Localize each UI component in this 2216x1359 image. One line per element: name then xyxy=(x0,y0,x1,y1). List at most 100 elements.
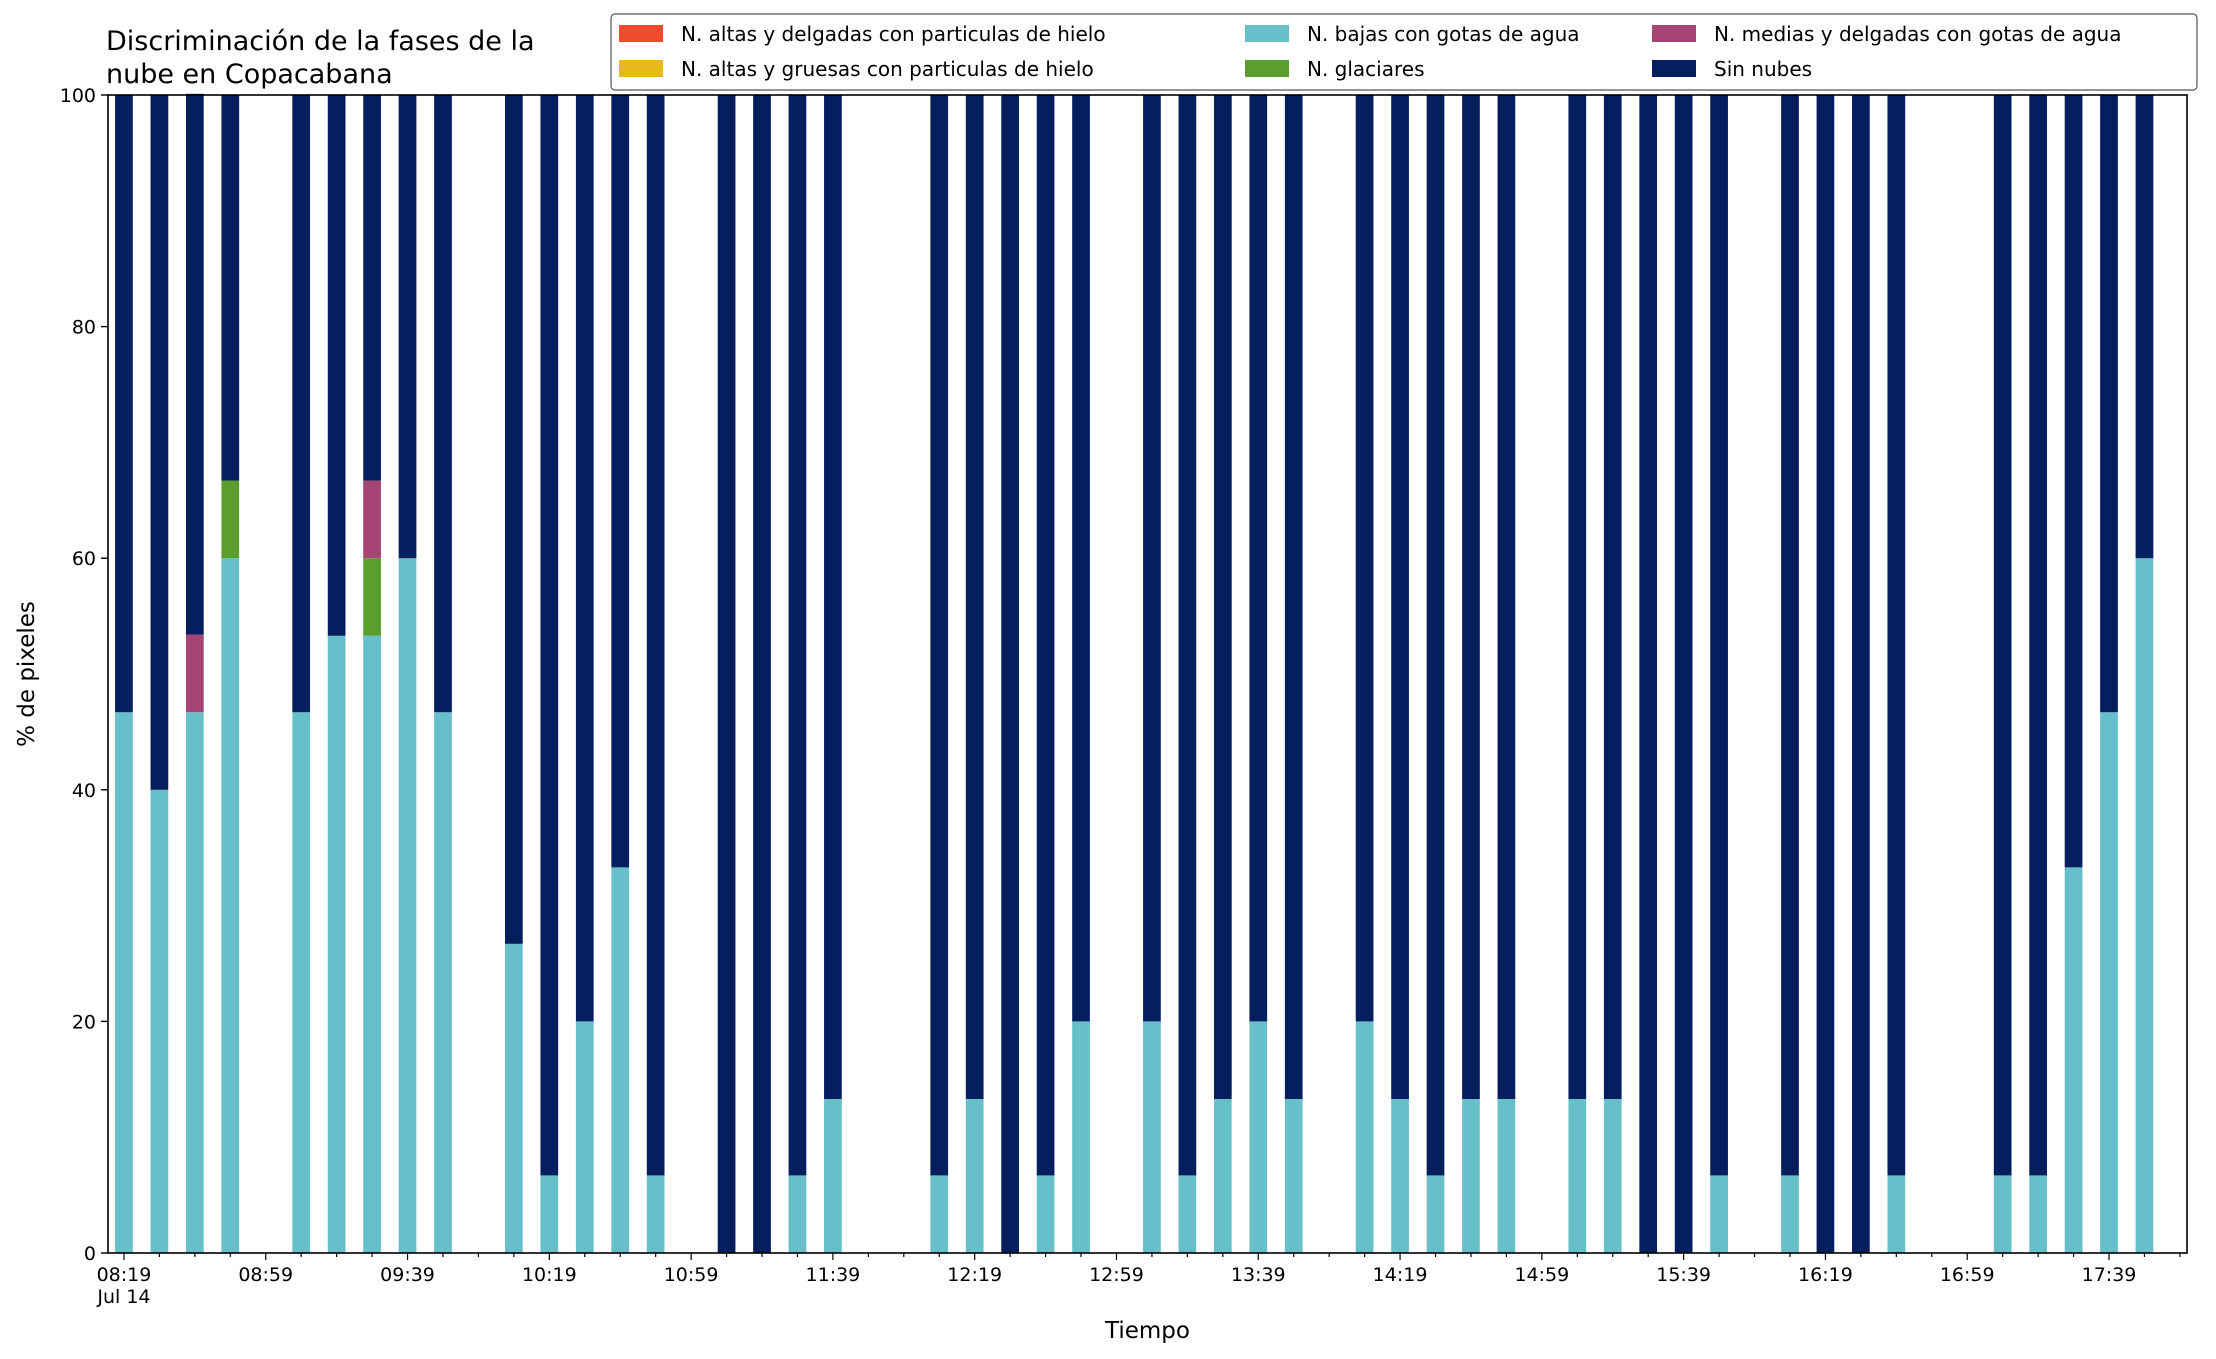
x-tick-label: 12:59 xyxy=(1089,1264,1144,1286)
y-tick-label: 80 xyxy=(72,317,96,339)
bar-segment-n-bajas-con-gotas-de-agua-1549 xyxy=(1710,1175,1728,1253)
bar-segment-n-bajas-con-gotas-de-agua-1209 xyxy=(930,1175,949,1253)
chart-title: Discriminación de la fases de la nube en … xyxy=(106,26,535,90)
y-tick-label: 100 xyxy=(60,85,96,107)
legend-label-n-glaciares: N. glaciares xyxy=(1307,57,1425,81)
x-tick-label: 14:59 xyxy=(1514,1264,1569,1286)
bar-segment-n-bajas-con-gotas-de-agua-1219 xyxy=(965,1098,984,1253)
bar-segment-n-bajas-con-gotas-de-agua-0909 xyxy=(292,712,311,1253)
bar-segment-n-bajas-con-gotas-de-agua-1349 xyxy=(1284,1098,1303,1253)
bar-segment-sin-nubes-1549 xyxy=(1710,95,1728,1176)
bar-segment-n-bajas-con-gotas-de-agua-0829 xyxy=(150,789,169,1253)
bar-segment-n-bajas-con-gotas-de-agua-1709 xyxy=(1993,1175,2012,1253)
bar-segment-sin-nubes-1419 xyxy=(1391,95,1409,1099)
legend-label-n-altas-y-gruesas-con-particulas-de-hielo: N. altas y gruesas con particulas de hie… xyxy=(681,57,1094,81)
y-tick-label: 40 xyxy=(72,780,96,802)
bar-segment-n-bajas-con-gotas-de-agua-1139 xyxy=(824,1098,842,1253)
y-tick-label: 20 xyxy=(72,1011,96,1033)
bar-segment-n-bajas-con-gotas-de-agua-1449 xyxy=(1497,1098,1516,1253)
bar-segment-sin-nubes-1639 xyxy=(1887,95,1906,1176)
bar-segment-n-bajas-con-gotas-de-agua-1749 xyxy=(2135,558,2154,1253)
bar-segment-sin-nubes-1529 xyxy=(1639,95,1658,1253)
bar-segment-sin-nubes-1329 xyxy=(1213,95,1232,1099)
bar-segment-n-bajas-con-gotas-de-agua-1519 xyxy=(1603,1098,1622,1253)
bar-segment-sin-nubes-1349 xyxy=(1284,95,1303,1099)
y-axis: 0 20 40 60 80 100 xyxy=(60,85,108,1265)
x-tick-label: 10:19 xyxy=(522,1264,577,1286)
x-axis-title: Tiempo xyxy=(1104,1318,1190,1344)
bar-segment-n-bajas-con-gotas-de-agua-1239 xyxy=(1036,1175,1055,1253)
bar-segment-sin-nubes-0929 xyxy=(363,95,381,481)
bar-segment-n-bajas-con-gotas-de-agua-0819 xyxy=(115,712,133,1253)
bar-segment-n-bajas-con-gotas-de-agua-0929 xyxy=(363,635,381,1253)
bar-segment-n-bajas-con-gotas-de-agua-1739 xyxy=(2100,712,2118,1253)
bar-segment-n-bajas-con-gotas-de-agua-1429 xyxy=(1426,1175,1445,1253)
bar-segment-n-bajas-con-gotas-de-agua-1409 xyxy=(1355,1021,1374,1253)
bar-segment-n-bajas-con-gotas-de-agua-1309 xyxy=(1143,1021,1161,1253)
x-tick-label: 09:39 xyxy=(380,1264,435,1286)
legend-swatch-n-bajas-con-gotas-de-agua xyxy=(1245,25,1289,42)
bar-segment-sin-nubes-1229 xyxy=(1001,95,1019,1253)
bar-segment-sin-nubes-1119 xyxy=(753,95,771,1253)
bar-segment-sin-nubes-1019 xyxy=(540,95,559,1176)
x-tick-label: 13:39 xyxy=(1231,1264,1286,1286)
bar-segment-sin-nubes-1249 xyxy=(1072,95,1090,1022)
bar-segment-sin-nubes-1519 xyxy=(1603,95,1622,1099)
bars-layer xyxy=(115,93,2154,1253)
bar-segment-n-bajas-con-gotas-de-agua-1419 xyxy=(1391,1098,1409,1253)
bar-segment-sin-nubes-1509 xyxy=(1568,95,1587,1099)
y-tick-label: 60 xyxy=(72,548,96,570)
bar-segment-sin-nubes-1039 xyxy=(611,95,630,868)
bar-segment-sin-nubes-0909 xyxy=(292,95,311,713)
x-tick-label: 08:59 xyxy=(238,1264,293,1286)
bar-segment-sin-nubes-1749 xyxy=(2135,95,2154,559)
bar-segment-sin-nubes-1619 xyxy=(1816,95,1835,1253)
bar-segment-sin-nubes-1209 xyxy=(930,95,949,1176)
x-date-label: Jul 14 xyxy=(96,1286,150,1308)
x-axis: 08:19 08:59 09:39 10:19 10:59 11:39 12:19 12:59… xyxy=(97,1253,2181,1286)
bar-segment-n-bajas-con-gotas-de-agua-0839 xyxy=(185,712,204,1253)
bar-segment-sin-nubes-1309 xyxy=(1143,95,1161,1022)
bar-segment-sin-nubes-1129 xyxy=(788,95,807,1176)
bar-segment-sin-nubes-1219 xyxy=(965,95,984,1099)
bar-segment-n-bajas-con-gotas-de-agua-1639 xyxy=(1887,1175,1906,1253)
bar-segment-sin-nubes-0949 xyxy=(434,95,452,713)
bar-segment-n-bajas-con-gotas-de-agua-1509 xyxy=(1568,1098,1587,1253)
x-tick-label: 11:39 xyxy=(806,1264,861,1286)
bar-segment-n-bajas-con-gotas-de-agua-1029 xyxy=(575,1021,594,1253)
bar-segment-n-bajas-con-gotas-de-agua-0919 xyxy=(327,635,346,1253)
bar-segment-sin-nubes-1629 xyxy=(1852,95,1870,1253)
bar-segment-n-medias-y-delgadas-con-gotas-de-agua-0929 xyxy=(363,480,381,559)
x-tick-label: 08:19 xyxy=(97,1264,152,1286)
bar-segment-sin-nubes-1709 xyxy=(1993,95,2012,1176)
x-tick-label: 14:19 xyxy=(1373,1264,1428,1286)
bar-segment-n-medias-y-delgadas-con-gotas-de-agua-0839 xyxy=(185,634,204,713)
bar-segment-sin-nubes-1739 xyxy=(2100,95,2118,713)
bar-segment-sin-nubes-1429 xyxy=(1426,95,1445,1176)
x-tick-label: 16:19 xyxy=(1798,1264,1853,1286)
bar-segment-n-glaciares-0849 xyxy=(221,480,240,559)
bar-segment-n-bajas-con-gotas-de-agua-1329 xyxy=(1213,1098,1232,1253)
bar-segment-sin-nubes-1049 xyxy=(646,95,665,1176)
bar-segment-sin-nubes-0849 xyxy=(221,95,240,481)
x-tick-label: 12:19 xyxy=(947,1264,1002,1286)
bar-segment-sin-nubes-0839 xyxy=(185,93,204,635)
x-tick-label: 17:39 xyxy=(2082,1264,2137,1286)
bar-segment-sin-nubes-1719 xyxy=(2029,95,2047,1176)
bar-segment-n-bajas-con-gotas-de-agua-1729 xyxy=(2064,867,2083,1253)
bar-segment-n-bajas-con-gotas-de-agua-1009 xyxy=(505,943,523,1253)
bar-segment-sin-nubes-1449 xyxy=(1497,95,1516,1099)
bar-segment-n-glaciares-0929 xyxy=(363,558,381,636)
legend-swatch-n-glaciares xyxy=(1245,60,1289,77)
bar-segment-n-bajas-con-gotas-de-agua-1609 xyxy=(1781,1175,1799,1253)
bar-segment-sin-nubes-1239 xyxy=(1036,95,1055,1176)
legend-label-n-altas-y-delgadas-con-particulas-de-hielo: N. altas y delgadas con particulas de hi… xyxy=(681,22,1106,46)
bar-segment-sin-nubes-0919 xyxy=(327,95,346,636)
legend-frame xyxy=(610,13,2198,91)
bar-segment-sin-nubes-1029 xyxy=(575,95,594,1022)
legend: N. altas y delgadas con particulas de hi… xyxy=(610,13,2198,91)
bar-segment-sin-nubes-0819 xyxy=(115,95,133,713)
x-tick-label: 10:59 xyxy=(664,1264,719,1286)
bar-segment-sin-nubes-1339 xyxy=(1249,95,1268,1022)
